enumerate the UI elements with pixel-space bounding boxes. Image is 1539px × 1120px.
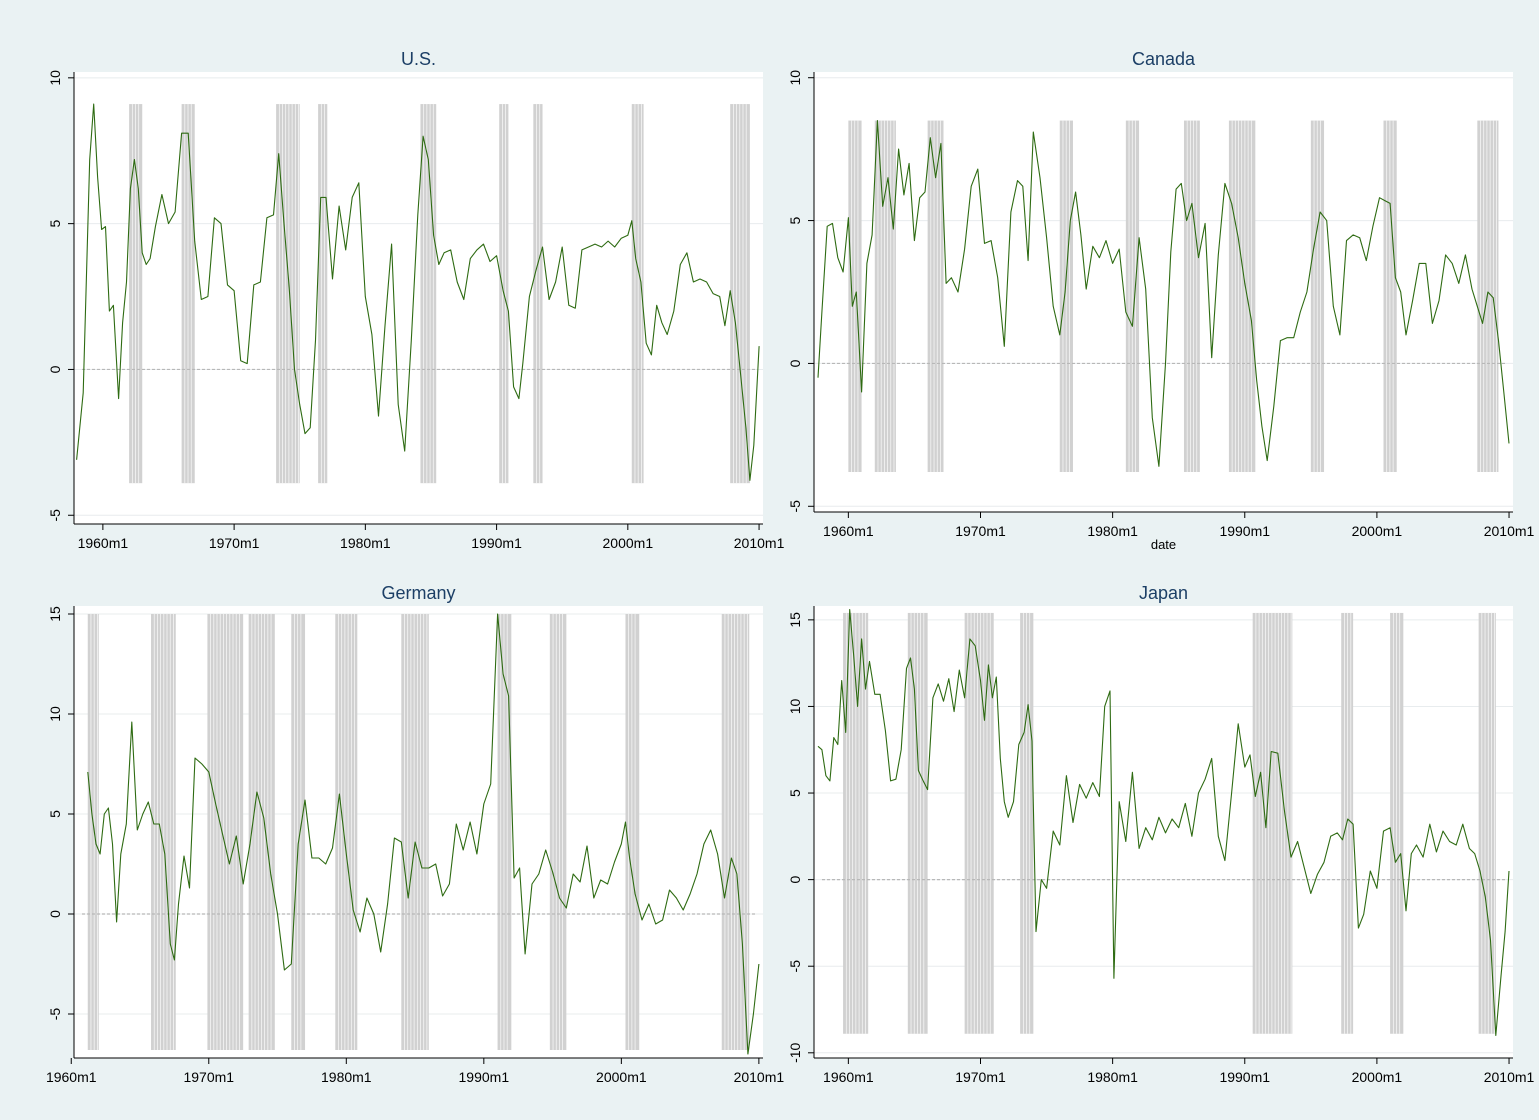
- x-tick-label: 2010m1: [1484, 523, 1535, 539]
- x-tick-label: 1970m1: [955, 1069, 1006, 1085]
- y-tick-label: 0: [47, 910, 63, 918]
- plot-area: [74, 72, 763, 524]
- x-tick-label: 1990m1: [1219, 1069, 1270, 1085]
- x-ticks: 1960m1 1970m1 1980m1 1990m1 2000m1 2010m1: [823, 512, 1535, 539]
- y-tick-label: -5: [47, 509, 63, 522]
- recession-bars: [848, 120, 1499, 473]
- x-tick-label: 1980m1: [321, 1069, 372, 1085]
- panel-title: Germany: [381, 583, 455, 603]
- recession-bar: [207, 614, 244, 1050]
- x-tick-label: 2000m1: [1352, 1069, 1403, 1085]
- y-tick-label: 0: [787, 876, 803, 884]
- x-tick-label: 2000m1: [603, 535, 654, 551]
- recession-bar: [927, 120, 944, 473]
- x-tick-label: 1990m1: [459, 1069, 510, 1085]
- y-ticks: -10 -5 0 5 10 15: [787, 612, 814, 1063]
- y-tick-label: -5: [47, 1008, 63, 1021]
- y-tick-label: -5: [787, 960, 803, 973]
- recession-bars: [129, 104, 750, 484]
- x-tick-label: 2000m1: [596, 1069, 647, 1085]
- recession-bar: [420, 104, 437, 484]
- x-tick-label: 1970m1: [183, 1069, 234, 1085]
- y-ticks: -5 0 5 10: [47, 70, 74, 522]
- recession-bars: [87, 614, 750, 1050]
- recession-bar: [87, 614, 99, 1050]
- recession-bar: [401, 614, 429, 1050]
- recession-bar: [335, 614, 358, 1050]
- y-tick-label: -10: [787, 1042, 803, 1062]
- recession-bar: [1478, 612, 1496, 1034]
- x-tick-label: 1980m1: [1087, 523, 1138, 539]
- x-tick-label: 1960m1: [78, 535, 129, 551]
- x-tick-label: 1980m1: [340, 535, 391, 551]
- series-line: [87, 613, 760, 1055]
- y-tick-label: 15: [787, 612, 803, 628]
- y-tick-label: 15: [47, 606, 63, 622]
- recession-bar: [549, 614, 567, 1050]
- recession-bar: [625, 614, 640, 1050]
- series-line: [817, 120, 1510, 467]
- panel-canada: -5 0 5 10 1960m1 1970m1 1980m1 1990m1 2000m1 201…: [787, 49, 1535, 552]
- x-tick-label: 1960m1: [823, 523, 874, 539]
- x-tick-label: 1960m1: [823, 1069, 874, 1085]
- recession-bar: [964, 612, 994, 1034]
- x-ticks: 1960m1 1970m1 1980m1 1990m1 2000m1 2010m1: [78, 524, 785, 551]
- series-line: [76, 103, 760, 481]
- panel-germany: -5 0 5 10 15 1960m1 1970m1 1980m1 1990m1 2000m1 2…: [46, 583, 784, 1085]
- recession-bar: [631, 104, 644, 484]
- x-tick-label: 1990m1: [1219, 523, 1270, 539]
- y-ticks: -5 0 5 10 15: [47, 606, 74, 1020]
- y-tick-label: 5: [787, 789, 803, 797]
- recession-bar: [318, 104, 328, 484]
- y-tick-label: 10: [787, 70, 803, 86]
- y-tick-label: 0: [787, 359, 803, 367]
- recession-bar: [533, 104, 543, 484]
- panel-title: Canada: [1132, 49, 1196, 69]
- panel-title: Japan: [1139, 583, 1188, 603]
- x-ticks: 1960m1 1970m1 1980m1 1990m1 2000m1 2010m1: [46, 1058, 784, 1085]
- x-axis-label: date: [1151, 537, 1176, 552]
- x-tick-label: 1960m1: [46, 1069, 97, 1085]
- y-tick-label: -5: [787, 500, 803, 513]
- recession-bar: [1183, 120, 1200, 473]
- x-tick-label: 2010m1: [1484, 1069, 1535, 1085]
- y-ticks: -5 0 5 10: [787, 70, 814, 513]
- plot-area: [814, 72, 1513, 512]
- y-tick-label: 10: [787, 698, 803, 714]
- recession-bar: [291, 614, 306, 1050]
- recession-bar: [721, 614, 750, 1050]
- y-tick-label: 5: [787, 216, 803, 224]
- x-tick-label: 1970m1: [209, 535, 260, 551]
- x-tick-label: 1980m1: [1087, 1069, 1138, 1085]
- recession-bar: [1228, 120, 1256, 473]
- x-tick-label: 1970m1: [955, 523, 1006, 539]
- panel-japan: -10 -5 0 5 10 15 1960m1 1970m1 1980m1 1990m1 2000…: [787, 583, 1535, 1085]
- x-tick-label: 1990m1: [471, 535, 522, 551]
- y-tick-label: 5: [47, 810, 63, 818]
- y-tick-label: 10: [47, 70, 63, 86]
- series-line: [817, 608, 1510, 1037]
- x-ticks: 1960m1 1970m1 1980m1 1990m1 2000m1 2010m1: [823, 1058, 1535, 1085]
- x-tick-label: 2010m1: [734, 535, 785, 551]
- panel-us: -5 0 5 10 1960m1 1970m1 1980m1 1990m1 2000m1 201…: [47, 49, 785, 551]
- y-tick-label: 5: [47, 220, 63, 228]
- x-tick-label: 2010m1: [734, 1069, 785, 1085]
- panel-title: U.S.: [401, 49, 436, 69]
- x-tick-label: 2000m1: [1352, 523, 1403, 539]
- y-tick-label: 0: [47, 365, 63, 373]
- recession-bar: [151, 614, 176, 1050]
- y-tick-label: 10: [47, 706, 63, 722]
- recession-bars: [843, 612, 1496, 1034]
